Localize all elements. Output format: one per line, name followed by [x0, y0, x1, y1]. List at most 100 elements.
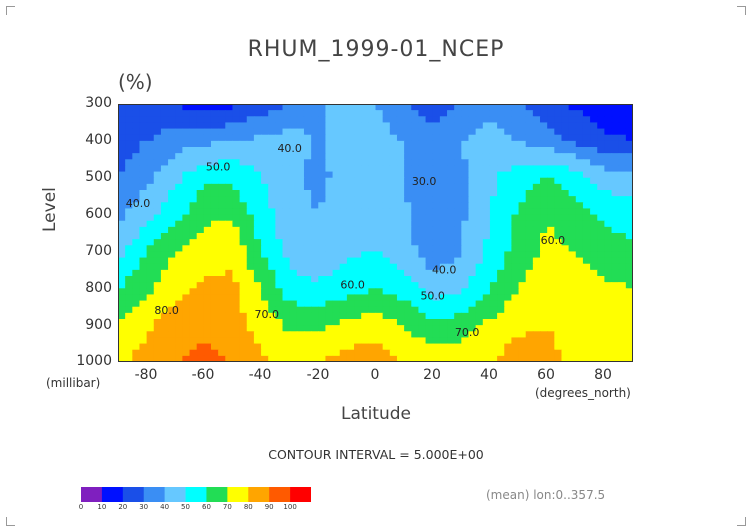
heatmap-cell	[125, 294, 133, 302]
heatmap-cell	[168, 104, 176, 111]
heatmap-cell	[597, 171, 605, 179]
heatmap-cell	[518, 263, 527, 271]
heatmap-cell	[325, 288, 334, 296]
x-tick-label: 60	[537, 367, 555, 383]
heatmap-cell	[368, 300, 377, 308]
heatmap-cell	[389, 128, 398, 136]
heatmap-cell	[246, 159, 255, 167]
heatmap-cell	[225, 233, 234, 240]
heatmap-cell	[332, 177, 341, 185]
heatmap-cell	[289, 312, 298, 320]
heatmap-cell	[404, 257, 412, 265]
heatmap-cell	[225, 349, 234, 357]
heatmap-cell	[139, 190, 148, 197]
heatmap-cell	[332, 355, 341, 362]
heatmap-cell	[210, 312, 219, 320]
heatmap-cell	[296, 183, 305, 191]
heatmap-cell	[168, 312, 176, 320]
heatmap-cell	[232, 251, 241, 259]
heatmap-cell	[339, 220, 348, 228]
heatmap-cell	[497, 214, 505, 222]
heatmap-cell	[153, 202, 162, 210]
colorbar-swatch	[101, 487, 124, 502]
heatmap-cell	[296, 159, 305, 167]
colorbar-swatch	[206, 487, 228, 502]
chart-title: RHUM_1999-01_NCEP	[247, 37, 505, 62]
heatmap-cell	[275, 128, 284, 136]
heatmap-cell	[296, 226, 305, 234]
heatmap-cell	[418, 134, 427, 142]
heatmap-cell	[368, 116, 377, 124]
heatmap-cell	[311, 159, 319, 167]
heatmap-cell	[404, 306, 412, 314]
heatmap-cell	[396, 110, 405, 117]
heatmap-cell	[332, 245, 341, 253]
heatmap-cell	[218, 208, 226, 216]
heatmap-cell	[447, 282, 455, 289]
heatmap-cell	[439, 190, 448, 197]
heatmap-cell	[375, 122, 384, 130]
heatmap-cell	[132, 171, 141, 179]
heatmap-cell	[411, 159, 420, 167]
heatmap-cell	[439, 306, 448, 314]
heatmap-cell	[590, 122, 598, 130]
heatmap-cell	[489, 128, 498, 136]
heatmap-cell	[497, 110, 505, 117]
heatmap-cell	[361, 294, 369, 302]
heatmap-cell	[275, 208, 284, 216]
heatmap-cell	[468, 226, 477, 234]
heatmap-cell	[189, 239, 198, 246]
heatmap-cell	[346, 183, 355, 191]
heatmap-cell	[454, 282, 462, 289]
heatmap-cell	[118, 233, 126, 240]
heatmap-cell	[518, 331, 527, 339]
heatmap-cell	[432, 239, 441, 246]
heatmap-cell	[375, 196, 384, 203]
heatmap-cell	[318, 147, 327, 154]
heatmap-cell	[425, 183, 434, 191]
heatmap-cell	[325, 134, 334, 142]
heatmap-cell	[382, 300, 391, 308]
heatmap-cell	[368, 147, 377, 154]
heatmap-cell	[189, 190, 198, 197]
heatmap-cell	[218, 319, 226, 326]
heatmap-cell	[346, 122, 355, 130]
heatmap-cell	[447, 257, 455, 265]
heatmap-cell	[404, 177, 412, 185]
heatmap-cell	[396, 128, 405, 136]
heatmap-cell	[282, 294, 291, 302]
heatmap-cell	[175, 257, 183, 265]
heatmap-cell	[411, 263, 420, 271]
heatmap-cell	[339, 233, 348, 240]
heatmap-cell	[339, 355, 348, 362]
heatmap-cell	[575, 325, 584, 332]
heatmap-cell	[268, 190, 276, 197]
heatmap-cell	[461, 325, 470, 332]
heatmap-cell	[125, 134, 133, 142]
heatmap-cell	[611, 337, 620, 345]
heatmap-cell	[196, 196, 205, 203]
heatmap-cell	[339, 251, 348, 259]
heatmap-cell	[196, 116, 205, 124]
heatmap-cell	[439, 312, 448, 320]
heatmap-cell	[125, 220, 133, 228]
heatmap-cell	[582, 294, 591, 302]
heatmap-cell	[239, 349, 248, 357]
heatmap-cell	[461, 331, 470, 339]
heatmap-cell	[482, 282, 491, 289]
heatmap-cell	[261, 104, 269, 111]
heatmap-cell	[554, 122, 563, 130]
heatmap-cell	[196, 104, 205, 111]
heatmap-cell	[389, 276, 398, 283]
heatmap-cell	[289, 196, 298, 203]
heatmap-cell	[618, 349, 627, 357]
heatmap-cell	[482, 220, 491, 228]
heatmap-cell	[511, 104, 520, 111]
heatmap-cell	[296, 233, 305, 240]
heatmap-cell	[489, 153, 498, 160]
heatmap-cell	[132, 177, 141, 185]
heatmap-cell	[289, 276, 298, 283]
heatmap-cell	[182, 220, 191, 228]
heatmap-cell	[168, 196, 176, 203]
heatmap-cell	[118, 325, 126, 332]
